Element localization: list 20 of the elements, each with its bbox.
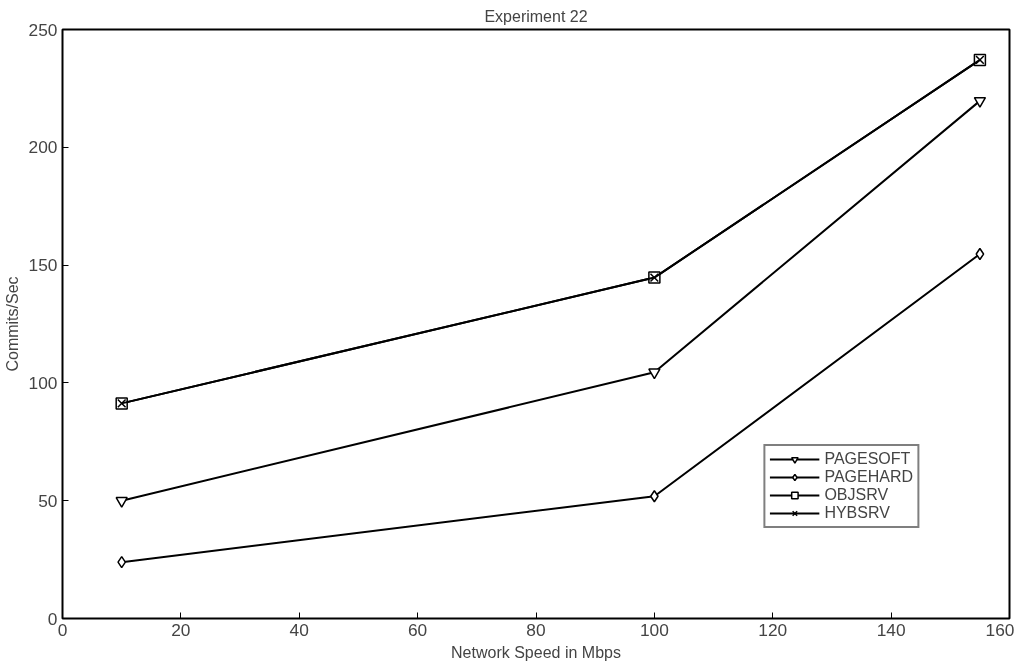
y-axis-title: Commits/Sec <box>3 276 21 372</box>
chart-title: Experiment 22 <box>484 7 588 25</box>
x-tick-label: 80 <box>526 619 546 640</box>
x-tick-label: 140 <box>876 619 906 640</box>
y-tick-label: 50 <box>38 490 58 511</box>
x-tick-label: 100 <box>639 619 669 640</box>
y-tick-label: 150 <box>28 255 58 276</box>
legend-label: PAGESOFT <box>824 450 911 468</box>
x-tick-label: 120 <box>758 619 788 640</box>
legend-label: OBJSRV <box>824 486 889 504</box>
x-tick-label: 160 <box>985 619 1014 640</box>
x-tick-label: 20 <box>171 619 191 640</box>
x-axis-title: Network Speed in Mbps <box>451 643 621 661</box>
x-tick-label: 60 <box>407 619 428 640</box>
legend-label: HYBSRV <box>824 504 890 522</box>
y-tick-label: 200 <box>28 137 58 158</box>
y-tick-label: 250 <box>28 19 58 40</box>
legend-label: PAGEHARD <box>824 468 913 486</box>
x-tick-label: 40 <box>289 619 309 640</box>
y-tick-label: 100 <box>28 372 58 393</box>
